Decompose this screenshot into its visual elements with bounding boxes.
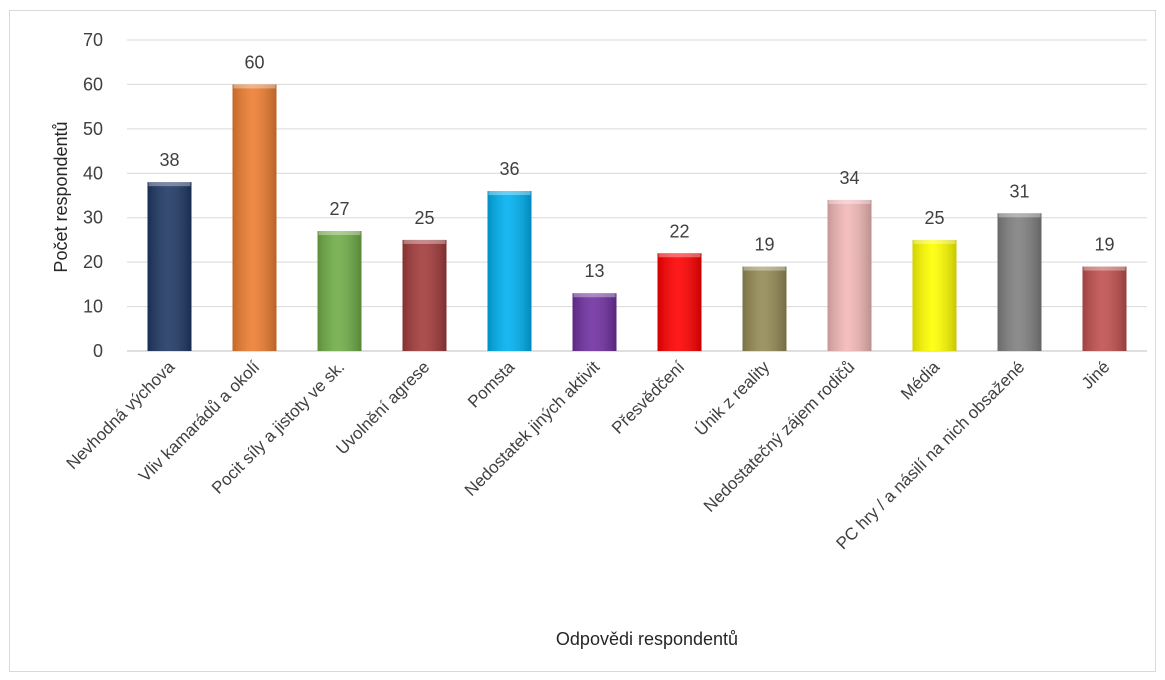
data-label: 36 xyxy=(499,159,519,179)
bar xyxy=(317,231,362,351)
category-label: Jiné xyxy=(1078,357,1113,392)
data-label: 13 xyxy=(584,261,604,281)
bar-shade xyxy=(147,182,192,351)
bar-bevel xyxy=(318,231,361,236)
y-tick-label: 30 xyxy=(83,208,103,228)
y-tick-label: 10 xyxy=(83,297,103,317)
category-label: PC hry / a násilí na nich obsažené xyxy=(832,357,1028,553)
category-label: Únik z reality xyxy=(691,357,774,440)
bar-bevel xyxy=(658,253,701,258)
bar-shade xyxy=(912,239,957,351)
category-label: Přesvědčení xyxy=(608,357,688,437)
bar-shade xyxy=(232,84,277,351)
data-label: 25 xyxy=(414,208,434,228)
category-label: Pomsta xyxy=(464,357,519,412)
bar-shade xyxy=(827,199,872,351)
bar-bevel xyxy=(488,191,531,196)
data-labels: 38 60 27 25 36 13 22 19 34 25 31 19 xyxy=(159,52,1114,281)
data-label: 22 xyxy=(669,221,689,241)
bar-shade xyxy=(572,293,617,351)
bar-bevel xyxy=(573,293,616,298)
y-tick-label: 20 xyxy=(83,252,103,272)
data-label: 34 xyxy=(839,168,859,188)
bar xyxy=(1082,266,1127,351)
bar xyxy=(657,253,702,351)
category-label: Média xyxy=(897,357,944,404)
bar xyxy=(487,191,532,351)
data-label: 25 xyxy=(924,208,944,228)
bar xyxy=(232,84,277,351)
bar xyxy=(912,239,957,351)
y-tick-label: 40 xyxy=(83,163,103,183)
bar-bevel xyxy=(148,182,191,187)
bar-shade xyxy=(317,231,362,351)
bar-shade xyxy=(402,239,447,351)
data-label: 60 xyxy=(244,52,264,72)
bar-bevel xyxy=(913,239,956,244)
y-tick-label: 60 xyxy=(83,74,103,94)
data-label: 38 xyxy=(159,150,179,170)
y-tick-label: 0 xyxy=(93,341,103,361)
bar-bevel xyxy=(998,213,1041,218)
bar xyxy=(742,266,787,351)
bar-shade xyxy=(487,191,532,351)
data-label: 31 xyxy=(1009,181,1029,201)
bar-shade xyxy=(742,266,787,351)
x-axis-title: Odpovědi respondentů xyxy=(556,629,738,649)
y-axis-ticks: 0 10 20 30 40 50 60 70 xyxy=(83,30,103,361)
data-label: 27 xyxy=(329,199,349,219)
bar xyxy=(572,293,617,351)
data-label: 19 xyxy=(1094,235,1114,255)
bar-bevel xyxy=(1083,266,1126,271)
category-label: Nedostatečný zájem rodičů xyxy=(700,357,858,515)
bar-shade xyxy=(1082,266,1127,351)
bar-shade xyxy=(997,213,1042,351)
data-label: 19 xyxy=(754,235,774,255)
bar-shade xyxy=(657,253,702,351)
bar-bevel xyxy=(828,199,871,204)
bar-bevel xyxy=(743,266,786,271)
category-label: Uvolnění agrese xyxy=(332,357,433,458)
bars xyxy=(147,84,1127,351)
gridlines xyxy=(127,39,1147,352)
bar xyxy=(402,239,447,351)
y-tick-label: 50 xyxy=(83,119,103,139)
bar xyxy=(827,199,872,351)
bar-bevel xyxy=(233,84,276,89)
bar xyxy=(147,182,192,351)
y-axis-title: Počet respondentů xyxy=(51,121,71,272)
bar xyxy=(997,213,1042,351)
y-tick-label: 70 xyxy=(83,30,103,50)
bar-bevel xyxy=(403,239,446,244)
